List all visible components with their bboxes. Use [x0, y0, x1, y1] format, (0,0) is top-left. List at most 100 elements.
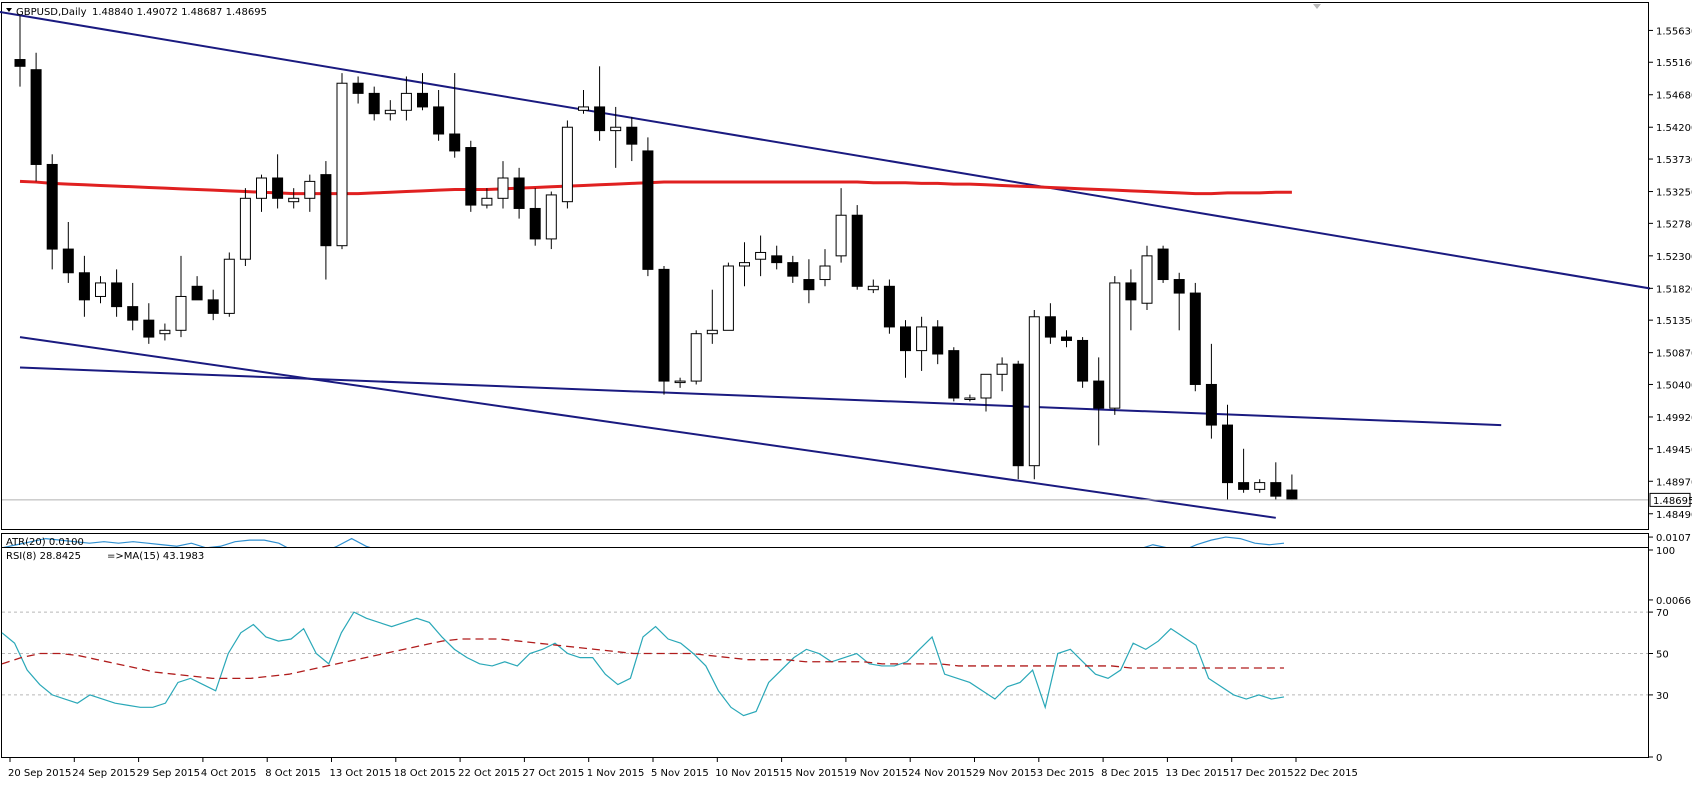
candle-body: [1012, 363, 1024, 467]
candle: [932, 320, 944, 365]
candle: [787, 255, 799, 283]
time-tick-label: 13 Dec 2015: [1165, 768, 1229, 779]
candle: [755, 235, 767, 277]
price-tick-label: 1.50870: [1656, 349, 1692, 360]
time-tick-label: 8 Oct 2015: [265, 768, 320, 779]
candle-body: [803, 279, 815, 291]
rsi-ma-title: =>MA(15) 43.1983: [107, 551, 204, 562]
time-tick-label: 20 Sep 2015: [8, 768, 71, 779]
candle: [980, 373, 992, 412]
price-tick-label: 1.49450: [1656, 445, 1692, 456]
atr-axis: 0.0107 0.0066: [1649, 533, 1691, 607]
price-tick-label: 1.53250: [1656, 188, 1692, 199]
candle: [481, 188, 493, 209]
candle-body: [594, 106, 606, 132]
shift-marker-icon[interactable]: [1313, 4, 1321, 9]
time-axis: 20 Sep 2015 24 Sep 2015 29 Sep 2015 4 Oct 2…: [8, 758, 1358, 779]
rsi-tick-label: 70: [1656, 608, 1669, 619]
candle-body: [223, 258, 235, 314]
candle-body: [819, 265, 831, 281]
trendline[interactable]: [19, 366, 1502, 427]
rsi-tick-label: 30: [1656, 691, 1669, 702]
candle-body: [674, 380, 686, 384]
time-tick-label: 4 Oct 2015: [201, 768, 256, 779]
candle-body: [1028, 316, 1040, 467]
atr-tick-label: 0.0107: [1656, 533, 1691, 544]
candle: [610, 106, 622, 168]
candle-body: [626, 126, 638, 145]
candle-body: [561, 126, 573, 203]
candle-body: [1222, 424, 1233, 484]
candle-body: [1286, 489, 1298, 501]
candle-body: [1238, 482, 1250, 490]
candle-body: [513, 177, 525, 209]
candle: [1044, 303, 1056, 344]
candle-body: [62, 248, 74, 274]
rsi-line: [1, 611, 1285, 717]
candle: [207, 289, 219, 321]
candle-body: [1044, 316, 1056, 338]
candle: [706, 289, 718, 344]
candle-body: [1270, 482, 1282, 497]
candle: [14, 15, 26, 87]
rsi-axis: 100 70 50 30 0: [1649, 546, 1675, 764]
candle: [1254, 479, 1266, 493]
time-tick-label: 17 Dec 2015: [1230, 768, 1294, 779]
candle-body: [867, 285, 879, 291]
price-tick-label: 1.52300: [1656, 252, 1692, 263]
price-tick-label: 1.51350: [1656, 316, 1692, 327]
candle: [1028, 310, 1040, 480]
candle: [30, 52, 42, 182]
candle-body: [883, 285, 895, 328]
dropdown-arrow-icon[interactable]: [6, 8, 12, 12]
candle-body: [1061, 336, 1072, 341]
candle: [336, 73, 348, 250]
price-panel: 1.55630 1.55160 1.54680 1.54200 1.53730 1.532…: [0, 0, 1692, 521]
candle-body: [417, 92, 428, 108]
candlestick-series: [14, 15, 1298, 501]
candle: [239, 188, 251, 266]
candle: [851, 205, 863, 290]
candle-body: [127, 306, 139, 321]
candle: [95, 276, 106, 304]
candle: [1189, 282, 1201, 392]
candle: [417, 73, 428, 111]
candle: [191, 276, 203, 301]
trendline[interactable]: [19, 336, 1276, 519]
candle-body: [272, 177, 284, 199]
time-tick-label: 24 Sep 2015: [72, 768, 135, 779]
candle-body: [642, 150, 654, 270]
time-tick-label: 18 Oct 2015: [394, 768, 456, 779]
candle-body: [916, 326, 928, 352]
time-tick-label: 29 Sep 2015: [137, 768, 200, 779]
candle-body: [320, 174, 332, 247]
candle: [143, 303, 155, 344]
candle-body: [1125, 282, 1137, 301]
time-tick-label: 27 Oct 2015: [522, 768, 584, 779]
price-tick-label: 1.50400: [1656, 380, 1692, 391]
candle: [272, 154, 284, 209]
time-tick-label: 5 Nov 2015: [651, 768, 709, 779]
price-tick-label: 1.54680: [1656, 91, 1692, 102]
candle-body: [1205, 383, 1217, 426]
rsi-title: RSI(8) 28.8425: [6, 551, 81, 562]
candle: [1012, 360, 1024, 480]
candle-body: [610, 126, 622, 132]
candle: [78, 255, 90, 317]
candle: [159, 323, 171, 341]
candle-body: [529, 207, 541, 240]
price-tick-label: 1.53730: [1656, 155, 1692, 166]
time-tick-label: 24 Nov 2015: [908, 768, 972, 779]
candle-body: [449, 133, 461, 152]
candle-body: [191, 285, 203, 301]
candle-body: [578, 106, 589, 111]
candle: [578, 90, 589, 114]
candle: [1061, 330, 1072, 348]
trendline[interactable]: [0, 0, 1692, 317]
candle: [433, 90, 445, 141]
candle-body: [1077, 339, 1089, 382]
candle: [674, 377, 686, 388]
candle: [127, 282, 139, 331]
candle: [1222, 404, 1233, 500]
